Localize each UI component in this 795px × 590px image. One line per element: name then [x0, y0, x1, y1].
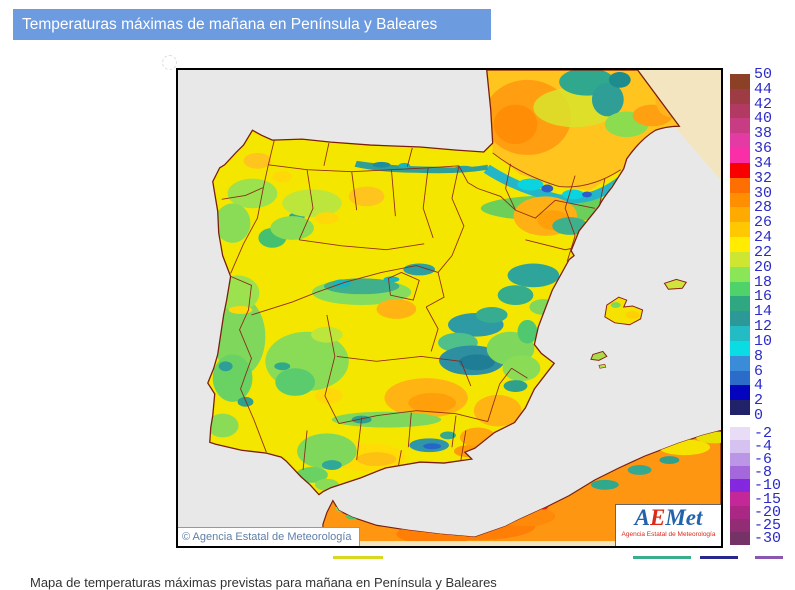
scale-color-segment	[730, 326, 750, 341]
scale-tick-label: 12	[754, 318, 773, 336]
scale-tick-label: 14	[754, 303, 773, 321]
scale-tick-label: -10	[754, 477, 782, 495]
scale-tick-label: 42	[754, 95, 773, 113]
scale-tick-label: 30	[754, 184, 773, 202]
scale-color-segment	[730, 162, 750, 178]
scale-color-segment	[730, 192, 750, 208]
scale-color-segment	[730, 340, 750, 356]
scale-tick-label: -30	[754, 529, 782, 547]
scale-color-segment	[730, 453, 750, 467]
scale-color-segment	[730, 74, 750, 89]
province-borders	[221, 140, 621, 477]
page-title-bar: Temperaturas máximas de mañana en Peníns…	[13, 9, 491, 40]
scale-upper-bar	[730, 74, 750, 416]
scale-color-segment	[730, 505, 750, 519]
scale-color-segment	[730, 118, 750, 134]
scale-color-segment	[730, 370, 750, 386]
scale-tick-label: 20	[754, 258, 773, 276]
scale-color-segment	[730, 237, 750, 252]
cropped-content-sliver	[633, 556, 691, 559]
scale-tick-label: -20	[754, 503, 782, 521]
scale-color-segment	[730, 466, 750, 480]
scale-color-segment	[730, 400, 750, 416]
scale-tick-label: -8	[754, 464, 773, 482]
scale-color-segment	[730, 492, 750, 506]
scale-color-segment	[730, 385, 750, 401]
scale-tick-label: -2	[754, 425, 773, 442]
scale-color-segment	[730, 148, 750, 163]
scale-tick-label: 2	[754, 392, 764, 410]
cropped-caption: Mapa de temperaturas máximas previstas p…	[30, 575, 497, 590]
scale-color-segment	[730, 133, 750, 149]
scale-tick-label: -6	[754, 451, 773, 469]
copyright-text: © Agencia Estatal de Meteorología	[182, 531, 352, 543]
scale-color-segment	[730, 207, 750, 223]
scale-color-segment	[730, 296, 750, 312]
scale-tick-label: 34	[754, 154, 773, 172]
page-title: Temperaturas máximas de mañana en Peníns…	[22, 16, 438, 33]
scale-color-segment	[730, 103, 750, 119]
scale-tick-label: 24	[754, 229, 773, 247]
scale-tick-label: 32	[754, 169, 773, 187]
cropped-content-sliver	[755, 556, 783, 559]
scale-tick-label: 6	[754, 362, 764, 380]
scale-color-segment	[730, 266, 750, 282]
cropped-content-sliver	[700, 556, 738, 559]
scale-tick-label: -15	[754, 490, 782, 508]
scale-tick-label: 36	[754, 140, 773, 158]
scale-color-segment	[730, 311, 750, 327]
coastline	[207, 70, 681, 496]
scale-tick-label: -25	[754, 516, 782, 534]
map-image	[178, 70, 721, 546]
scale-tick-label: 8	[754, 347, 764, 365]
scale-lower-bar	[730, 427, 750, 545]
scale-color-segment	[730, 281, 750, 297]
scale-color-segment	[730, 88, 750, 104]
scale-color-segment	[730, 251, 750, 267]
copyright-notice: © Agencia Estatal de Meteorología	[178, 527, 360, 546]
scale-tick-label: 38	[754, 125, 773, 143]
scale-tick-label: 26	[754, 214, 773, 232]
scale-tick-label: -4	[754, 438, 773, 456]
aemet-logo: AEMet Agencia Estatal de Meteorología	[615, 504, 721, 546]
scale-tick-label: 44	[754, 80, 773, 98]
scale-color-segment	[730, 355, 750, 371]
scale-tick-label: 10	[754, 332, 773, 350]
scale-tick-label: 50	[754, 66, 773, 83]
scale-tick-label: 28	[754, 199, 773, 217]
scale-color-segment	[730, 222, 750, 238]
scale-tick-label: 18	[754, 273, 773, 291]
scale-tick-label: 0	[754, 407, 764, 425]
balearic-islands	[590, 278, 688, 369]
cropped-content-sliver	[333, 556, 383, 559]
scale-tick-label: 22	[754, 243, 773, 261]
watermark-icon	[162, 55, 177, 70]
scale-tick-label: 16	[754, 288, 773, 306]
scale-color-segment	[730, 177, 750, 193]
aemet-logo-word: AEMet	[634, 505, 703, 530]
scale-color-segment	[730, 440, 750, 454]
scale-tick-label: 40	[754, 110, 773, 128]
scale-color-segment	[730, 518, 750, 532]
scale-color-segment	[730, 479, 750, 493]
scale-color-segment	[730, 531, 750, 545]
scale-tick-label: 4	[754, 377, 764, 395]
temperature-map: © Agencia Estatal de Meteorología AEMet …	[176, 68, 723, 548]
aemet-logo-subtitle: Agencia Estatal de Meteorología	[621, 531, 716, 538]
scale-color-segment	[730, 427, 750, 441]
